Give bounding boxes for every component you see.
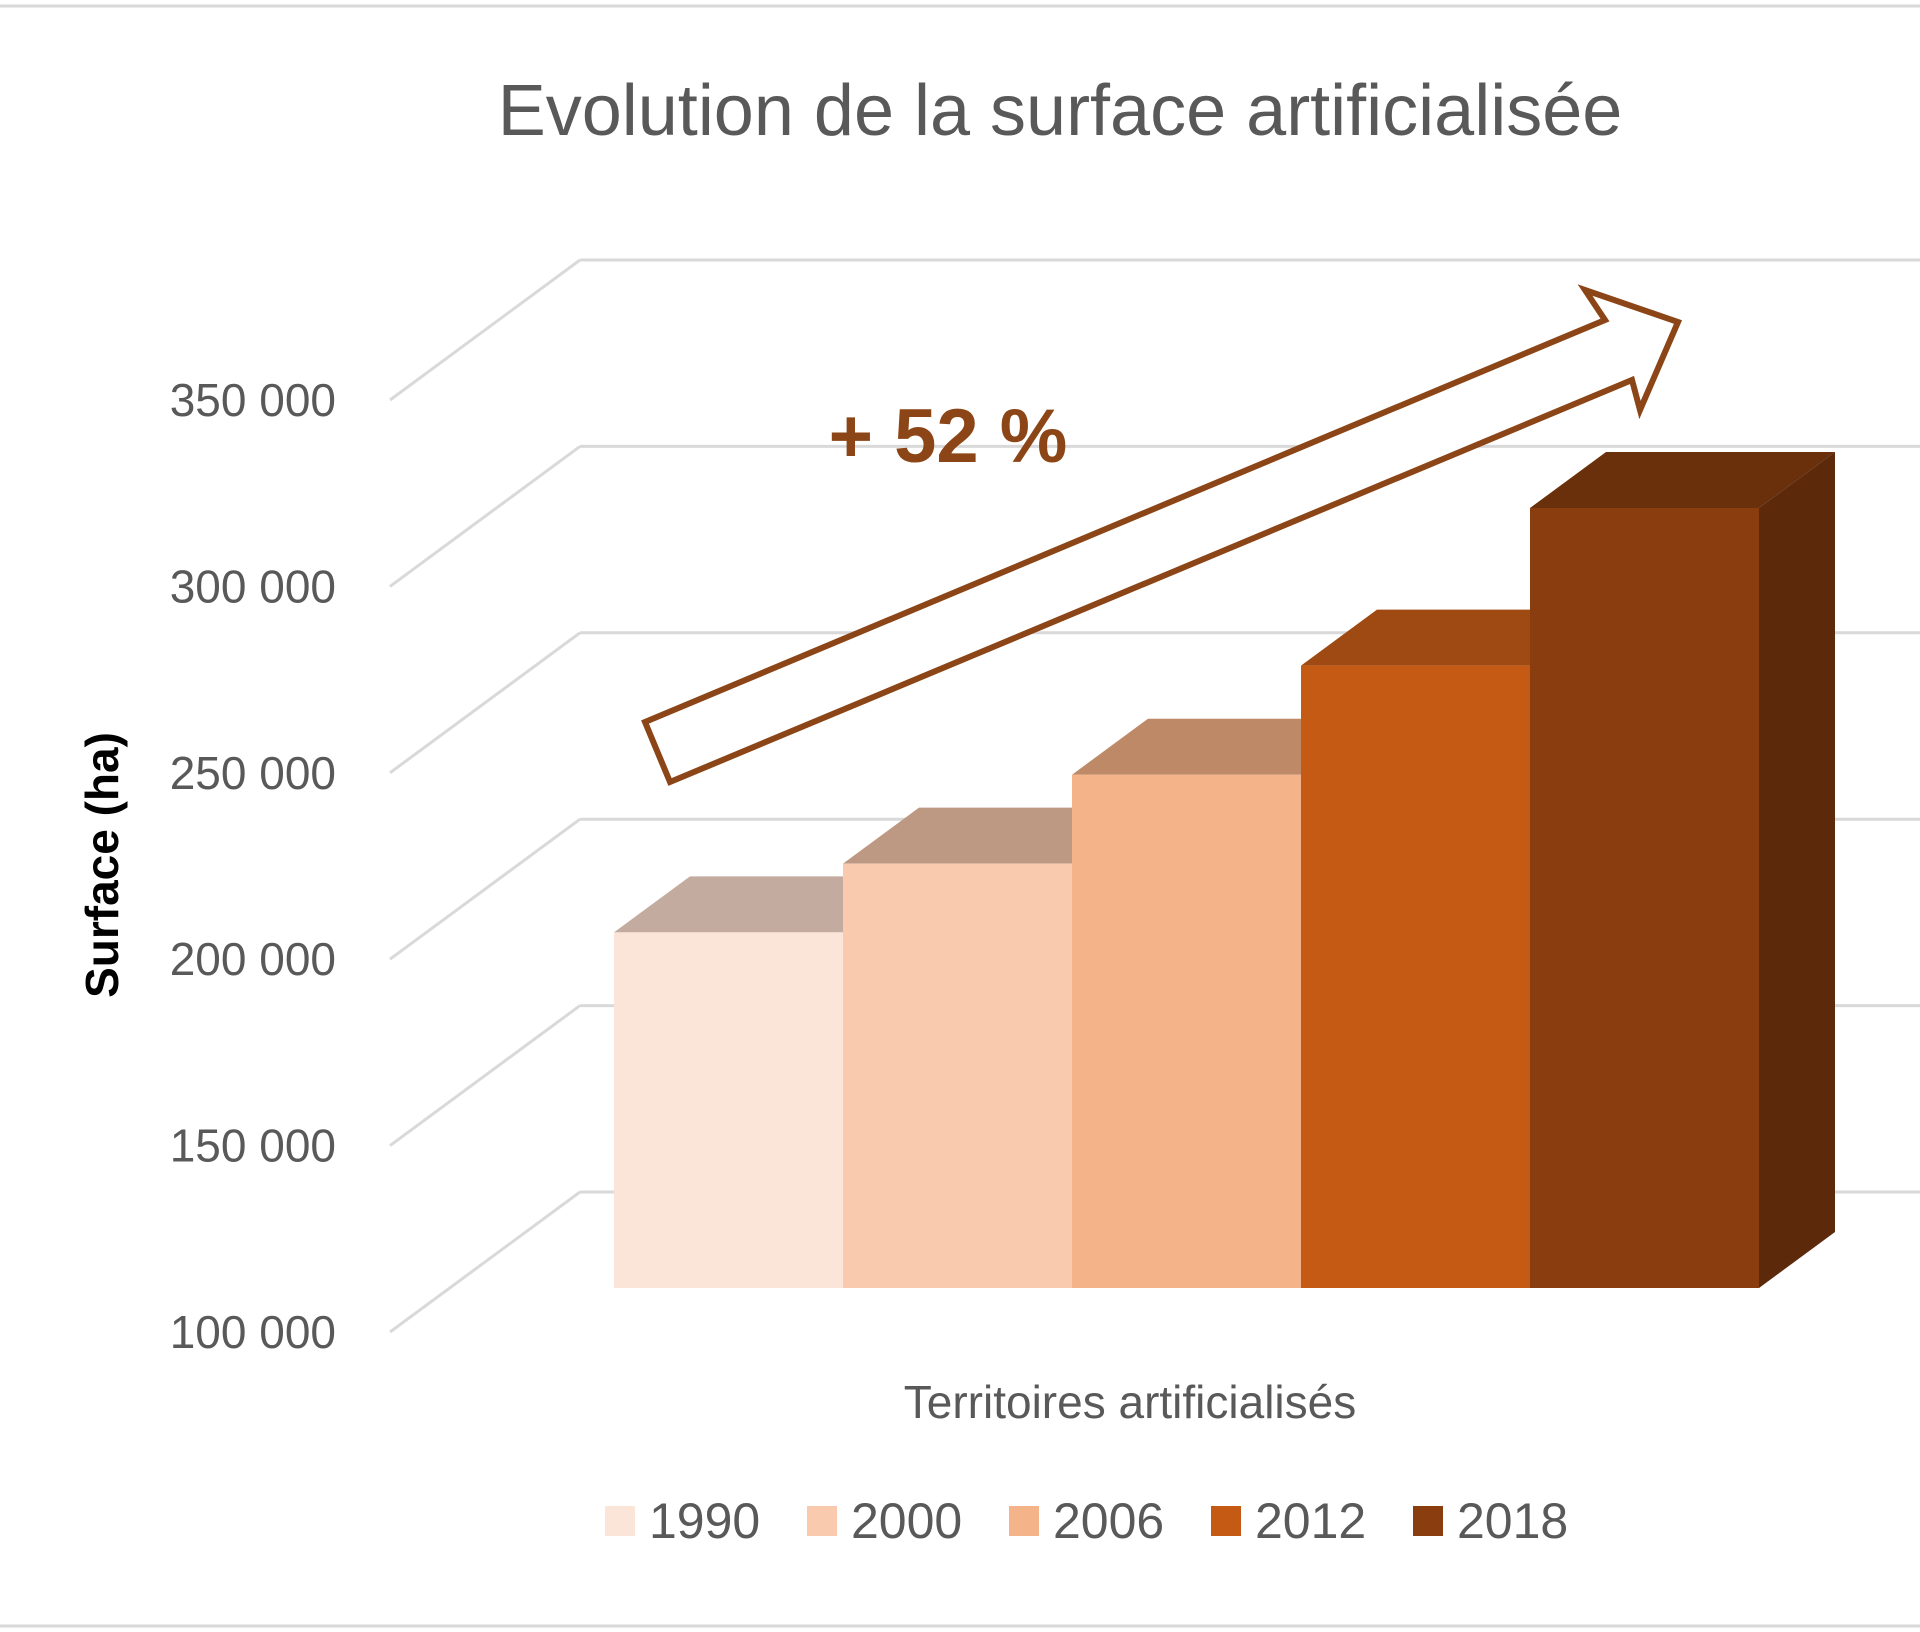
- legend-label-2018: 2018: [1457, 1493, 1568, 1549]
- bars: [614, 452, 1835, 1288]
- legend-label-2012: 2012: [1255, 1493, 1366, 1549]
- bar-2012: [1301, 665, 1530, 1288]
- legend-label-2006: 2006: [1053, 1493, 1164, 1549]
- legend-swatch-2000: [807, 1506, 837, 1536]
- growth-arrow-shape: [641, 284, 1683, 786]
- legend-swatch-2018: [1413, 1506, 1443, 1536]
- legend-swatch-1990: [605, 1506, 635, 1536]
- bar-1990: [614, 932, 843, 1288]
- bar-2006: [1072, 774, 1301, 1288]
- x-axis-label: Territoires artificialisés: [904, 1376, 1356, 1428]
- y-tick-label: 300 000: [170, 560, 336, 612]
- legend-swatch-2012: [1211, 1506, 1241, 1536]
- legend: 1990 2000 2006 2012 2018: [605, 1493, 1568, 1549]
- y-axis-label: Surface (ha): [76, 732, 128, 998]
- bar-top-2000: [843, 807, 1148, 864]
- y-tick-label: 100 000: [170, 1306, 336, 1358]
- bar-top-2006: [1072, 718, 1377, 775]
- gridline-diagonal: [389, 1004, 581, 1147]
- chart-title: Evolution de la surface artificialisée: [498, 71, 1623, 151]
- y-axis-ticks: 100 000 150 000 200 000 250 000 300 000 350 0…: [170, 374, 336, 1358]
- legend-label-1990: 1990: [649, 1493, 760, 1549]
- bar-top-2018: [1530, 452, 1835, 508]
- bar-side-2018: [1759, 452, 1835, 1288]
- gridline-diagonal: [389, 1190, 581, 1334]
- gridline-diagonal: [389, 258, 581, 402]
- y-tick-label: 150 000: [170, 1120, 336, 1172]
- gridline-diagonal: [389, 445, 581, 588]
- bar-2000: [843, 863, 1072, 1288]
- y-tick-label: 250 000: [170, 747, 336, 799]
- bar-top-1990: [614, 876, 919, 933]
- gridline-diagonal: [389, 817, 581, 961]
- growth-annotation: + 52 %: [829, 394, 1068, 479]
- y-tick-label: 200 000: [170, 933, 336, 985]
- y-tick-label: 350 000: [170, 374, 336, 426]
- bar-top-2012: [1301, 609, 1606, 666]
- legend-swatch-2006: [1009, 1506, 1039, 1536]
- legend-label-2000: 2000: [851, 1493, 962, 1549]
- gridline-diagonal: [389, 631, 581, 775]
- bar-2018: [1530, 508, 1759, 1288]
- growth-arrow: [641, 284, 1683, 786]
